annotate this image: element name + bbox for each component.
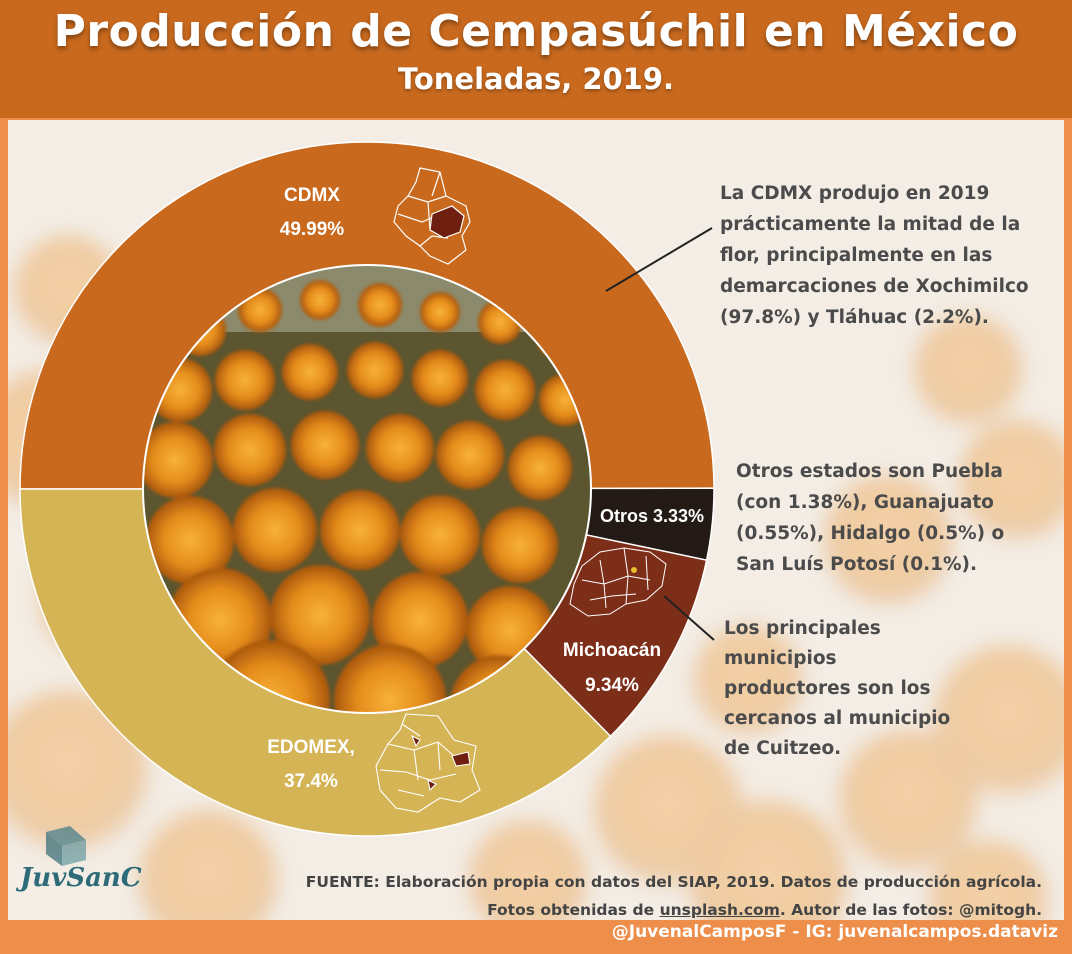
marigold-bloom [320,490,400,570]
cdmx-annotation-line: flor, principalmente en las [720,245,993,266]
michoacan-annotation-line: productores son los [724,678,931,699]
cdmx-connector [605,227,713,292]
otros-value-label: 3.33% [653,506,704,526]
juvsanc-logo: JuvSanC [16,826,142,893]
marigold-bloom [143,422,213,498]
marigold-bloom [508,436,572,500]
marigold-bloom [282,344,338,400]
michoacan-annotation-line: de Cuitzeo. [724,738,842,759]
marigold-bloom [482,507,558,583]
source-line-2: Fotos obtenidas de unsplash.com. Autor d… [306,896,1042,924]
source-line-2-prefix: Fotos obtenidas de [487,901,660,919]
marigold-bloom [358,283,402,327]
chart-title: Producción de Cempasúchil en México [53,6,1019,57]
marigold-bloom [300,280,340,320]
marigold-bloom [215,350,275,410]
cdmx-annotation-line: prácticamente la mitad de la [720,214,1021,235]
edomex-label: EDOMEX, [267,737,355,758]
cdmx-map-icon [393,167,471,265]
edomex-value-label: 37.4% [284,771,338,792]
cdmx-annotation: La CDMX produjo en 2019 prácticamente la… [720,178,1029,333]
cdmx-annotation-line: (97.8%) y Tláhuac (2.2%). [720,307,989,328]
cdmx-value-label: 49.99% [280,219,345,240]
michoacan-value-label: 9.34% [585,675,639,696]
michoacan-annotation-line: Los principales [724,618,881,639]
michoacan-label: Michoacán [563,640,661,661]
marigold-bloom [436,421,504,489]
marigold-bloom [214,414,286,486]
otros-category-label: Otros [600,506,648,526]
marigold-bloom [372,572,468,668]
unsplash-link[interactable]: unsplash.com [659,901,780,919]
cdmx-annotation-line: La CDMX produjo en 2019 [720,183,990,204]
cdmx-label: CDMX [284,185,340,206]
michoacan-connector [663,595,715,641]
marigold-bloom [420,292,460,332]
marigold-bloom [233,488,317,572]
otros-annotation-line: Otros estados son Puebla [736,461,1003,482]
otros-annotation-line: San Luís Potosí (0.1%). [736,554,978,575]
marigold-bloom [270,565,370,665]
source-note: FUENTE: Elaboración propia con datos del… [306,868,1042,924]
marigold-photo [143,265,591,713]
edomex-map-icon [375,713,481,813]
cdmx-annotation-line: demarcaciones de Xochimilco [720,276,1029,297]
michoacan-annotation-line: municipios [724,648,837,669]
chart-subtitle: Toneladas, 2019. [397,62,675,96]
otros-label: Otros 3.33% [600,506,704,526]
source-line-2-suffix: . Autor de las fotos: @mitogh. [779,901,1042,919]
source-line-1: FUENTE: Elaboración propia con datos del… [305,873,1042,891]
marigold-bloom [400,495,480,575]
marigold-bloom [366,414,434,482]
michoacan-annotation: Los principales municipios productores s… [724,614,950,764]
marigold-bloom [412,350,468,406]
header: Producción de Cempasúchil en México Tone… [0,0,1072,118]
otros-annotation-line: (con 1.38%), Guanajuato [736,492,994,513]
author-credit: @JuvenalCamposF - IG: juvenalcampos.data… [611,922,1058,942]
logo-text: JuvSanC [16,863,142,893]
marigold-bloom [146,496,234,584]
marigold-bloom [291,411,359,479]
michoacan-annotation-line: cercanos al municipio [724,708,951,729]
marigold-bloom [347,342,403,398]
marigold-bloom [475,360,535,420]
otros-annotation-line: (0.55%), Hidalgo (0.5%) o [736,523,1005,544]
marigold-bloom [334,644,446,713]
michoacan-map-icon [569,547,667,617]
otros-annotation: Otros estados son Puebla (con 1.38%), Gu… [736,456,1004,580]
